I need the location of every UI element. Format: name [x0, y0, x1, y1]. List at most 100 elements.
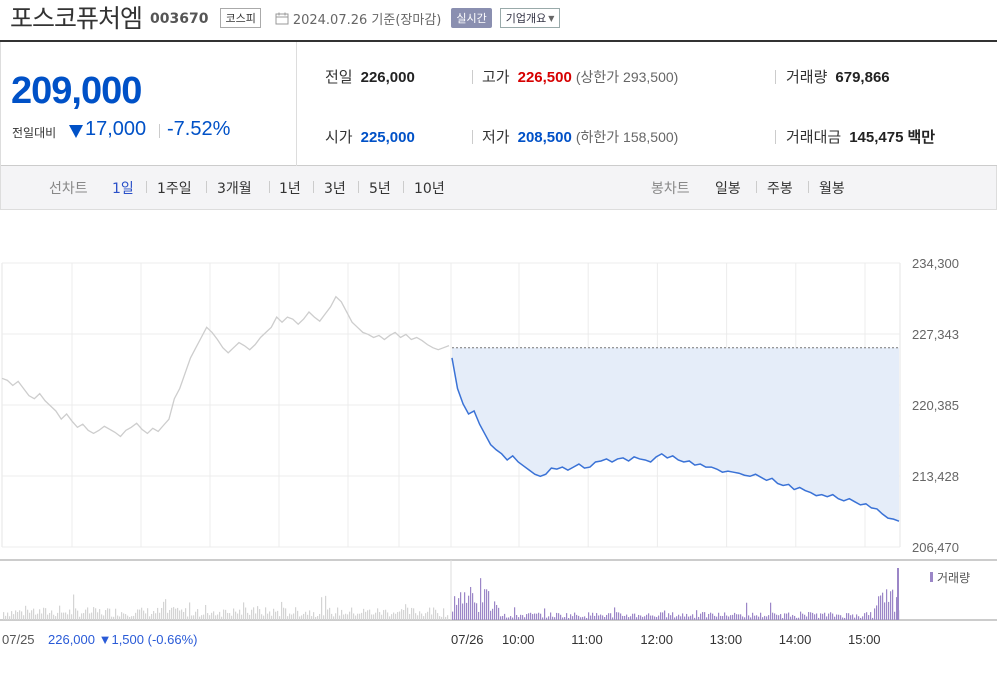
- volume-bar: [536, 613, 538, 620]
- volume-bar: [237, 613, 239, 620]
- divider: [146, 181, 147, 193]
- volume-bar: [766, 616, 768, 620]
- tab-10y[interactable]: 10년: [414, 181, 445, 197]
- tab-1y[interactable]: 1년: [279, 181, 301, 197]
- divider: [313, 181, 314, 193]
- volume-bar: [540, 613, 542, 620]
- volume-bar: [790, 616, 792, 620]
- volume-bar: [552, 616, 554, 620]
- tab-3y[interactable]: 3년: [324, 181, 346, 197]
- volume-bar: [554, 617, 556, 620]
- volume-bar: [656, 616, 658, 620]
- volume-bar: [53, 614, 55, 620]
- volume-bar: [560, 614, 562, 620]
- volume-bar: [526, 614, 528, 620]
- volume-bar: [337, 607, 339, 620]
- volume-bar: [155, 613, 157, 620]
- volume-bar: [339, 615, 341, 620]
- volume-bar: [411, 607, 413, 620]
- volume-bar: [355, 615, 357, 620]
- volume-bar: [838, 614, 840, 620]
- tab-daily-candle[interactable]: 일봉: [715, 181, 741, 197]
- volume-bar: [369, 609, 371, 620]
- volume-bar: [642, 616, 644, 620]
- volume-bar: [472, 593, 474, 620]
- volume-bar: [71, 614, 73, 620]
- volume-bar: [714, 615, 716, 620]
- volume-bar: [161, 608, 163, 620]
- volume-bar: [796, 617, 798, 620]
- price-chart[interactable]: 234,300 227,343 220,385 213,428 206,470 거래량 …: [0, 240, 997, 673]
- volume-bar: [860, 617, 862, 620]
- tab-1w[interactable]: 1주일: [157, 181, 192, 197]
- volume-bar: [888, 601, 890, 620]
- volume-bar: [223, 609, 225, 620]
- x-tick-label: 13:00: [710, 632, 743, 647]
- volume-bar: [482, 602, 484, 620]
- volume-bar: [724, 612, 726, 620]
- volume-bar: [133, 615, 135, 620]
- volume-bar: [478, 611, 480, 620]
- tab-5y[interactable]: 5년: [369, 181, 391, 197]
- volume-bar: [700, 613, 702, 620]
- volume-bar: [65, 612, 67, 620]
- volume-bar: [199, 616, 201, 620]
- volume-bar: [770, 602, 772, 620]
- tab-1d[interactable]: 1일: [112, 181, 134, 197]
- tab-monthly-candle[interactable]: 월봉: [819, 181, 845, 197]
- volume-bar: [219, 611, 221, 620]
- volume-bar: [323, 615, 325, 620]
- volume-bar: [808, 612, 810, 620]
- tab-3m[interactable]: 3개월: [217, 181, 252, 197]
- volume-bar: [502, 615, 504, 620]
- volume-bar: [7, 612, 9, 620]
- volume-bar: [119, 616, 121, 620]
- volume-bar: [514, 607, 516, 620]
- volume-bar: [596, 613, 598, 620]
- volume-bar: [872, 617, 874, 620]
- volume-label: 거래량: [786, 68, 828, 86]
- volume-bar: [854, 617, 856, 620]
- volume-bar: [321, 597, 323, 620]
- volume-bar: [23, 615, 25, 620]
- company-overview-button[interactable]: 기업개요 ▼: [499, 8, 561, 28]
- volume-bar: [319, 613, 321, 620]
- volume-bar: [704, 612, 706, 620]
- volume-bar: [265, 607, 267, 620]
- volume-bar: [239, 609, 241, 620]
- volume-bar: [357, 613, 359, 620]
- volume-bar: [738, 614, 740, 620]
- volume-bar: [548, 616, 550, 620]
- volume-bar: [828, 613, 830, 620]
- volume-bar: [151, 613, 153, 620]
- tab-weekly-candle[interactable]: 주봉: [767, 181, 793, 197]
- realtime-button[interactable]: 실시간: [451, 8, 492, 28]
- x-tick-label: 07/26: [451, 632, 484, 647]
- volume-bar: [806, 616, 808, 620]
- volume-bar: [25, 605, 27, 620]
- volume-bar: [377, 608, 379, 620]
- volume-bar: [762, 617, 764, 620]
- volume-bar: [423, 616, 425, 620]
- high-value: 226,500: [517, 69, 572, 86]
- volume-bar: [638, 614, 640, 620]
- volume-bar: [730, 615, 732, 620]
- divider: [775, 70, 776, 84]
- volume-bar: [710, 612, 712, 620]
- volume-bar: [359, 613, 361, 620]
- series-line-previous-day: [1, 295, 450, 438]
- volume-bar: [660, 612, 662, 620]
- change-percent: -7.52%: [167, 118, 231, 140]
- volume-bar: [413, 608, 415, 620]
- volume-bar: [215, 615, 217, 620]
- volume-bar: [277, 610, 279, 620]
- volume-bar: [401, 609, 403, 620]
- change-amount: 17,000: [85, 118, 147, 140]
- y-tick-label: 234,300: [912, 256, 959, 271]
- volume-bar: [800, 611, 802, 620]
- volume-bar: [121, 612, 123, 620]
- volume-bar: [195, 611, 197, 620]
- volume-bar: [421, 613, 423, 620]
- volume-bar: [439, 616, 441, 620]
- chevron-down-icon: ▼: [548, 13, 555, 23]
